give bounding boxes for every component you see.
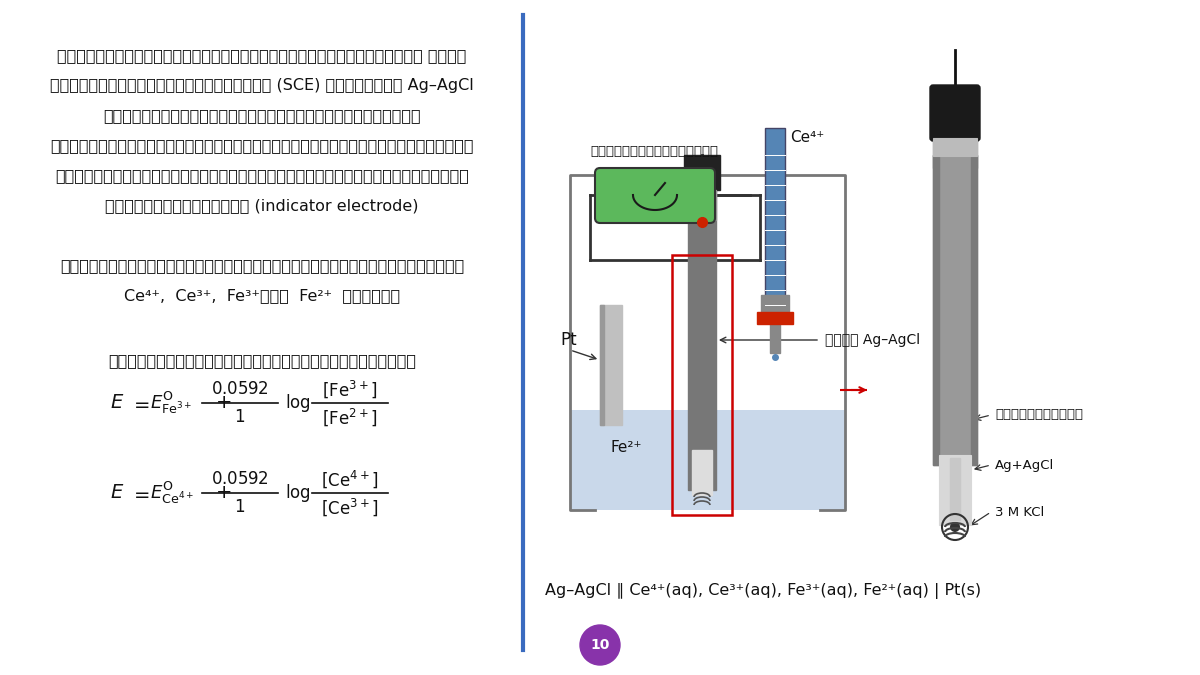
Text: สารละลายจะเป็นแท่งแพลทินัมซึ่งทำหน้าที่เป็น: สารละลายจะเป็นแท่งแพลทินัมซึ่งทำหน้าที่เ… [55, 168, 469, 183]
FancyBboxPatch shape [595, 168, 715, 223]
Text: ขั้วไฟฟ้าชี้บอก (indicator electrode): ขั้วไฟฟ้าชี้บอก (indicator electrode) [106, 198, 419, 213]
Text: Pt: Pt [560, 331, 577, 349]
Text: 3 M KCl: 3 M KCl [995, 506, 1044, 518]
FancyBboxPatch shape [930, 85, 980, 141]
Polygon shape [570, 410, 845, 510]
Text: 10: 10 [590, 638, 610, 652]
Bar [688, 190, 716, 220]
Text: ขั้วไฟฟ้าคาโลเมลอิ่มตัว (SCE) หรือขั้ว Ag–AgCl: ขั้วไฟฟ้าคาโลเมลอิ่มตัว (SCE) หรือขั้ว A… [50, 78, 474, 93]
Text: $=$: $=$ [130, 394, 150, 412]
Text: $E$: $E$ [110, 483, 125, 502]
Text: $\log$: $\log$ [286, 392, 311, 414]
Text: $1$: $1$ [234, 498, 246, 516]
Text: $E$: $E$ [110, 394, 125, 412]
Bar [600, 305, 604, 425]
Text: $[\mathrm{Fe^{2+}}]$: $[\mathrm{Fe^{2+}}]$ [322, 406, 378, 428]
Text: Ce⁴⁺,  Ce³⁺,  Fe³⁺และ  Fe²⁺  ในระบบ: Ce⁴⁺, Ce³⁺, Fe³⁺และ Fe²⁺ ในระบบ [124, 288, 400, 303]
Text: Ce⁴⁺: Ce⁴⁺ [790, 130, 824, 145]
Text: $0.0592$: $0.0592$ [211, 380, 269, 398]
Bar [688, 170, 716, 490]
Text: ขั้ว Ag–AgCl: ขั้ว Ag–AgCl [826, 333, 920, 347]
Text: ส่วนขั้วไฟฟ้าอีกขั้วหนึ่งใช้วัดศักย์ไฟฟ้าของ: ส่วนขั้วไฟฟ้าอีกขั้วหนึ่งใช้วัดศักย์ไฟฟ้… [50, 138, 474, 153]
Circle shape [580, 625, 620, 665]
Text: Ag–AgCl ∥ Ce⁴⁺(aq), Ce³⁺(aq), Fe³⁺(aq), Fe²⁺(aq) | Pt(s): Ag–AgCl ∥ Ce⁴⁺(aq), Ce³⁺(aq), Fe³⁺(aq), … [545, 583, 982, 599]
Bar [934, 155, 940, 465]
Bar [971, 155, 977, 465]
Text: ศักย์ไฟฟ้าของขั้วจะแปรผันตามความเข้มข้นของ: ศักย์ไฟฟ้าของขั้วจะแปรผันตามความเข้มข้นข… [60, 258, 464, 273]
Text: $=$: $=$ [130, 483, 150, 502]
Bar [684, 155, 720, 190]
Text: ศักย์ไฟฟ้าของขั้วไฟฟ้าในสารละลาย: ศักย์ไฟฟ้าของขั้วไฟฟ้าในสารละลาย [108, 353, 416, 368]
Bar [934, 130, 977, 168]
Text: $+$: $+$ [215, 483, 232, 502]
Text: โพเทนชิออมิเตอร์: โพเทนชิออมิเตอร์ [590, 145, 718, 158]
Text: ลวดซิลเวอร์: ลวดซิลเวอร์ [995, 408, 1084, 421]
Text: $1$: $1$ [234, 408, 246, 426]
Bar [770, 323, 780, 353]
Bar [950, 458, 960, 520]
Text: $\log$: $\log$ [286, 482, 311, 504]
Text: $E^{\mathrm{O}}_{\mathrm{Fe^{3+}}}$: $E^{\mathrm{O}}_{\mathrm{Fe^{3+}}}$ [150, 389, 192, 416]
Text: ซึ่งต้องมีศักย์ไฟฟ้าคงที่ตลอดเวลา: ซึ่งต้องมีศักย์ไฟฟ้าคงที่ตลอดเวลา [103, 108, 421, 123]
Bar [757, 312, 793, 324]
Text: $0.0592$: $0.0592$ [211, 470, 269, 488]
Bar [934, 138, 977, 156]
Text: Ag+AgCl: Ag+AgCl [995, 458, 1055, 472]
Text: การวัดศักย์ไฟฟ้าต้องมีขั้วไฟฟ้าอ้างอิง เช่น: การวัดศักย์ไฟฟ้าต้องมีขั้วไฟฟ้าอ้างอิง เ… [58, 48, 467, 63]
Bar [766, 128, 785, 323]
Text: $[\mathrm{Fe^{3+}}]$: $[\mathrm{Fe^{3+}}]$ [322, 378, 378, 400]
Bar [934, 155, 977, 465]
Text: $+$: $+$ [215, 394, 232, 412]
Bar [761, 295, 790, 315]
Bar [600, 305, 622, 425]
Circle shape [950, 522, 960, 532]
Text: $[\mathrm{Ce^{4+}}]$: $[\mathrm{Ce^{4+}}]$ [322, 468, 379, 490]
Bar [940, 455, 971, 525]
Text: Fe²⁺: Fe²⁺ [610, 440, 642, 455]
Bar [692, 450, 712, 495]
Text: $[\mathrm{Ce^{3+}}]$: $[\mathrm{Ce^{3+}}]$ [322, 496, 379, 518]
Text: $E^{\mathrm{O}}_{\mathrm{Ce^{4+}}}$: $E^{\mathrm{O}}_{\mathrm{Ce^{4+}}}$ [150, 480, 194, 506]
Bar [672, 255, 732, 515]
